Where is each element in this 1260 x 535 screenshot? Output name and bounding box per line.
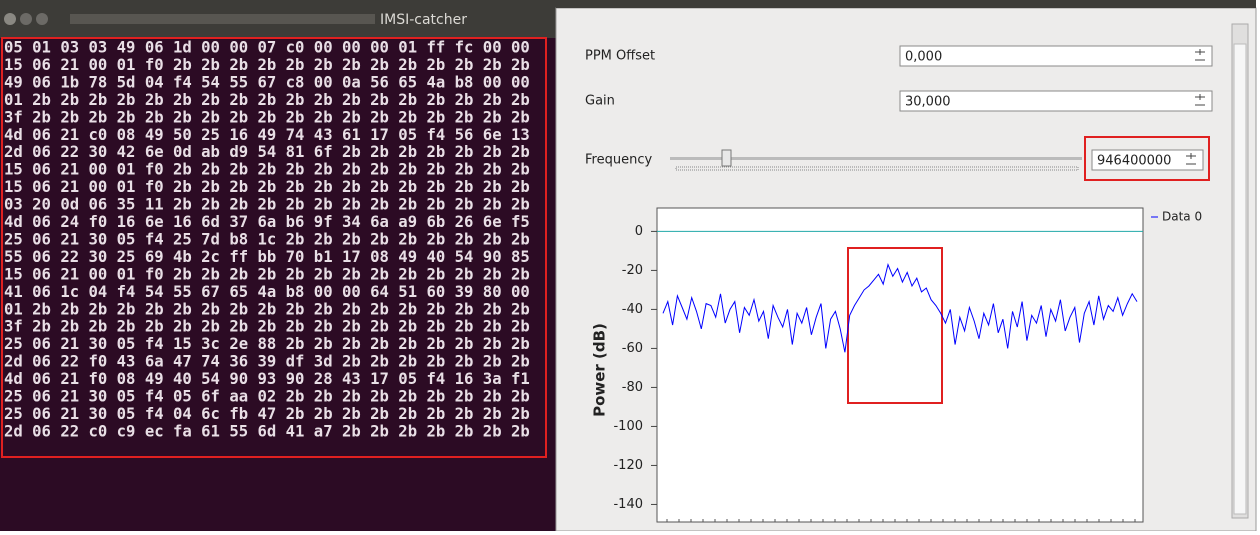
- hex-line: 15 06 21 00 01 f0 2b 2b 2b 2b 2b 2b 2b 2…: [4, 56, 530, 74]
- hex-line: 15 06 21 00 01 f0 2b 2b 2b 2b 2b 2b 2b 2…: [4, 178, 530, 196]
- hex-line: 55 06 22 30 25 69 4b 2c ff bb 70 b1 17 0…: [4, 248, 530, 266]
- hex-line: 25 06 21 30 05 f4 25 7d b8 1c 2b 2b 2b 2…: [4, 230, 530, 248]
- input-value: 30,000: [905, 95, 951, 110]
- y-tick-label: -120: [613, 458, 643, 473]
- legend-label: Data 0: [1162, 210, 1202, 224]
- settings-titlebar: [556, 0, 1256, 8]
- hex-line: 25 06 21 30 05 f4 15 3c 2e 88 2b 2b 2b 2…: [4, 335, 530, 353]
- y-tick-label: -140: [613, 497, 643, 512]
- terminal-title: IMSI-catcher: [380, 12, 467, 28]
- plot-area: [657, 208, 1143, 522]
- scrollbar-thumb[interactable]: [1234, 44, 1246, 514]
- hex-line: 3f 2b 2b 2b 2b 2b 2b 2b 2b 2b 2b 2b 2b 2…: [4, 318, 530, 336]
- hex-line: 41 06 1c 04 f4 54 55 67 65 4a b8 00 00 6…: [4, 283, 530, 301]
- hex-line: 15 06 21 00 01 f0 2b 2b 2b 2b 2b 2b 2b 2…: [4, 161, 530, 179]
- page: {"terminal":{"title":"IMSI-catcher","lin…: [0, 0, 1260, 531]
- hex-line: 4d 06 24 f0 16 6e 16 6d 37 6a b6 9f 34 6…: [4, 213, 530, 231]
- field-label: PPM Offset: [585, 49, 655, 64]
- hex-line: 2d 06 22 30 42 6e 0d ab d9 54 81 6f 2b 2…: [4, 143, 530, 161]
- hex-line: 25 06 21 30 05 f4 05 6f aa 02 2b 2b 2b 2…: [4, 388, 530, 406]
- y-tick-label: -40: [622, 302, 643, 317]
- blurred-path: [70, 14, 375, 24]
- slider-handle[interactable]: [722, 150, 731, 166]
- hex-line: 4d 06 21 c0 08 49 50 25 16 49 74 43 61 1…: [4, 126, 530, 144]
- y-tick-label: -20: [622, 263, 643, 278]
- hex-line: 2d 06 22 c0 c9 ec fa 61 55 6d 41 a7 2b 2…: [4, 422, 530, 440]
- close-button[interactable]: [4, 13, 16, 25]
- maximize-button[interactable]: [36, 13, 48, 25]
- y-tick-label: -60: [622, 341, 643, 356]
- slider-track: [670, 157, 1082, 160]
- hex-line: 2d 06 22 f0 43 6a 47 74 36 39 df 3d 2b 2…: [4, 353, 530, 371]
- y-tick-label: -100: [613, 419, 643, 434]
- input-value: 946400000: [1097, 154, 1171, 169]
- y-tick-label: 0: [635, 224, 643, 239]
- screen: IMSI-catcher 05 01 03 03 49 06 1d 00 00 …: [0, 0, 1260, 531]
- hex-line: 05 01 03 03 49 06 1d 00 00 07 c0 00 00 0…: [4, 39, 530, 57]
- y-axis-label: Power (dB): [591, 323, 609, 417]
- minimize-button[interactable]: [20, 13, 32, 25]
- hex-line: 01 2b 2b 2b 2b 2b 2b 2b 2b 2b 2b 2b 2b 2…: [4, 91, 530, 109]
- input-box[interactable]: [900, 46, 1212, 66]
- y-tick-label: -80: [622, 380, 643, 395]
- input-value: 0,000: [905, 50, 942, 65]
- hex-line: 25 06 21 30 05 f4 04 6c fb 47 2b 2b 2b 2…: [4, 405, 530, 423]
- hex-line: 4d 06 21 f0 08 49 40 54 90 93 90 28 43 1…: [4, 370, 530, 388]
- hex-line: 3f 2b 2b 2b 2b 2b 2b 2b 2b 2b 2b 2b 2b 2…: [4, 108, 530, 126]
- hex-line: 03 20 0d 06 35 11 2b 2b 2b 2b 2b 2b 2b 2…: [4, 196, 530, 214]
- hex-line: 01 2b 2b 2b 2b 2b 2b 2b 2b 2b 2b 2b 2b 2…: [4, 300, 530, 318]
- hex-line: 49 06 1b 78 5d 04 f4 54 55 67 c8 00 0a 5…: [4, 73, 530, 91]
- field-label: Frequency: [585, 153, 652, 168]
- hex-line: 15 06 21 00 01 f0 2b 2b 2b 2b 2b 2b 2b 2…: [4, 265, 530, 283]
- field-label: Gain: [585, 94, 615, 109]
